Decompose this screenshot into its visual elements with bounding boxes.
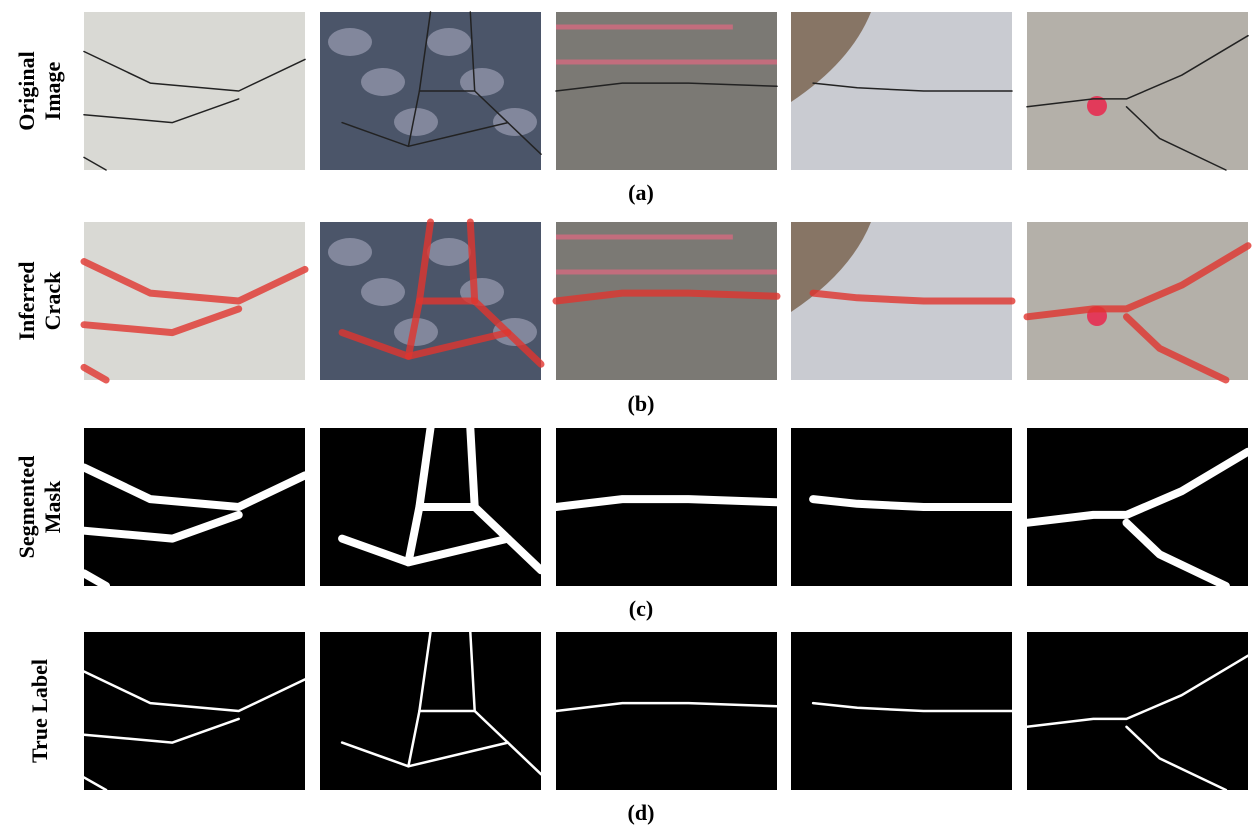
row-label: OriginalImage xyxy=(14,51,65,130)
image-light-spot xyxy=(328,238,372,266)
figure: OriginalImage (a) InferredCrack (b) Segmente… xyxy=(0,0,1259,829)
row-label: SegmentedMask xyxy=(14,456,65,559)
image-light-spot xyxy=(427,28,471,56)
image-background xyxy=(84,632,305,790)
panel-image xyxy=(1027,428,1248,586)
panel-image xyxy=(320,12,541,170)
image-background xyxy=(556,632,777,790)
panel-image xyxy=(84,222,305,380)
panel-image xyxy=(320,632,541,790)
panel-image xyxy=(791,428,1012,586)
row-label-line: Original xyxy=(14,51,39,130)
image-light-spot xyxy=(361,68,405,96)
image-background xyxy=(556,12,777,170)
panel-image xyxy=(84,428,305,586)
panel-image xyxy=(791,12,1012,170)
image-light-spot xyxy=(328,28,372,56)
image-background xyxy=(556,222,777,380)
panel-image xyxy=(556,632,777,790)
row-label: True Label xyxy=(27,659,52,763)
panel-caption: (b) xyxy=(628,391,655,416)
row-label-line: Inferred xyxy=(14,261,39,340)
panel-image xyxy=(84,12,305,170)
image-light-spot xyxy=(460,68,504,96)
row-label-line: Crack xyxy=(40,271,65,330)
row-label-line: Image xyxy=(40,61,65,120)
panel-image xyxy=(791,222,1012,380)
row-label: InferredCrack xyxy=(14,261,65,340)
panel-caption: (d) xyxy=(628,800,655,825)
image-background xyxy=(1027,12,1248,170)
panel-caption: (a) xyxy=(628,180,654,205)
image-background xyxy=(1027,632,1248,790)
row-label-line: Segmented xyxy=(14,456,39,559)
panel-caption: (c) xyxy=(629,596,653,621)
image-background xyxy=(84,222,305,380)
panel-image xyxy=(84,632,305,790)
panel-image xyxy=(320,428,541,586)
image-light-spot xyxy=(493,108,537,136)
panel-image xyxy=(556,428,777,586)
panel-image xyxy=(320,222,541,380)
panel-image xyxy=(791,632,1012,790)
row-label-line: True Label xyxy=(27,659,52,763)
panel-image xyxy=(1027,222,1248,380)
page: OriginalImage (a) InferredCrack (b) Segmente… xyxy=(0,0,1259,829)
row-label-line: Mask xyxy=(40,480,65,533)
panel-image xyxy=(1027,632,1248,790)
image-light-spot xyxy=(361,278,405,306)
panel-image xyxy=(556,12,777,170)
panel-image xyxy=(556,222,777,380)
image-background xyxy=(84,12,305,170)
image-light-spot xyxy=(427,238,471,266)
panel-image xyxy=(1027,12,1248,170)
image-light-spot xyxy=(394,108,438,136)
